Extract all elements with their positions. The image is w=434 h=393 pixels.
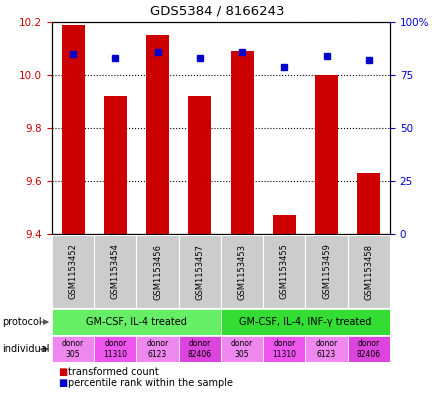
Bar (52, 336, 94, 362)
Bar (305, 235, 347, 308)
Text: 305: 305 (66, 350, 80, 359)
Text: GSM1153455: GSM1153455 (279, 244, 288, 299)
Bar (220, 309, 389, 335)
Text: 305: 305 (234, 350, 249, 359)
Text: GSM1153458: GSM1153458 (364, 244, 372, 299)
Text: donor: donor (188, 339, 210, 348)
Text: individual: individual (2, 344, 49, 354)
Bar (188, 96, 211, 234)
Bar (136, 235, 178, 308)
Text: donor: donor (104, 339, 126, 348)
Text: donor: donor (146, 339, 168, 348)
Text: GSM1153453: GSM1153453 (237, 244, 246, 299)
Text: donor: donor (315, 339, 337, 348)
Bar (136, 336, 178, 362)
Text: 82406: 82406 (356, 350, 380, 359)
Text: protocol: protocol (2, 317, 42, 327)
Text: GSM1153452: GSM1153452 (69, 244, 77, 299)
Bar (347, 336, 389, 362)
Text: donor: donor (230, 339, 253, 348)
Bar (94, 336, 136, 362)
Bar (220, 336, 263, 362)
Bar (178, 235, 220, 308)
Bar (272, 215, 295, 234)
Text: 11310: 11310 (272, 350, 296, 359)
Text: GM-CSF, IL-4, INF-γ treated: GM-CSF, IL-4, INF-γ treated (239, 317, 371, 327)
Bar (220, 235, 263, 308)
Text: ■: ■ (58, 367, 67, 377)
Text: GDS5384 / 8166243: GDS5384 / 8166243 (150, 5, 284, 18)
Bar (61, 25, 85, 234)
Bar (305, 336, 347, 362)
Bar (52, 235, 94, 308)
Text: ■: ■ (58, 378, 67, 388)
Text: 6123: 6123 (316, 350, 335, 359)
Text: donor: donor (273, 339, 295, 348)
Text: transformed count: transformed count (68, 367, 158, 377)
Text: 11310: 11310 (103, 350, 127, 359)
Bar (314, 75, 338, 234)
Text: GSM1153457: GSM1153457 (195, 244, 204, 299)
Bar (178, 336, 220, 362)
Text: 6123: 6123 (148, 350, 167, 359)
Bar (263, 235, 305, 308)
Text: donor: donor (357, 339, 379, 348)
Bar (230, 51, 253, 234)
Bar (146, 35, 169, 234)
Bar (52, 309, 220, 335)
Bar (356, 173, 380, 234)
Text: GSM1153456: GSM1153456 (153, 244, 162, 299)
Text: 82406: 82406 (187, 350, 211, 359)
Text: donor: donor (62, 339, 84, 348)
Text: GM-CSF, IL-4 treated: GM-CSF, IL-4 treated (86, 317, 187, 327)
Text: percentile rank within the sample: percentile rank within the sample (68, 378, 233, 388)
Text: GSM1153454: GSM1153454 (111, 244, 120, 299)
Bar (94, 235, 136, 308)
Bar (104, 96, 127, 234)
Text: GSM1153459: GSM1153459 (322, 244, 330, 299)
Bar (263, 336, 305, 362)
Bar (347, 235, 389, 308)
